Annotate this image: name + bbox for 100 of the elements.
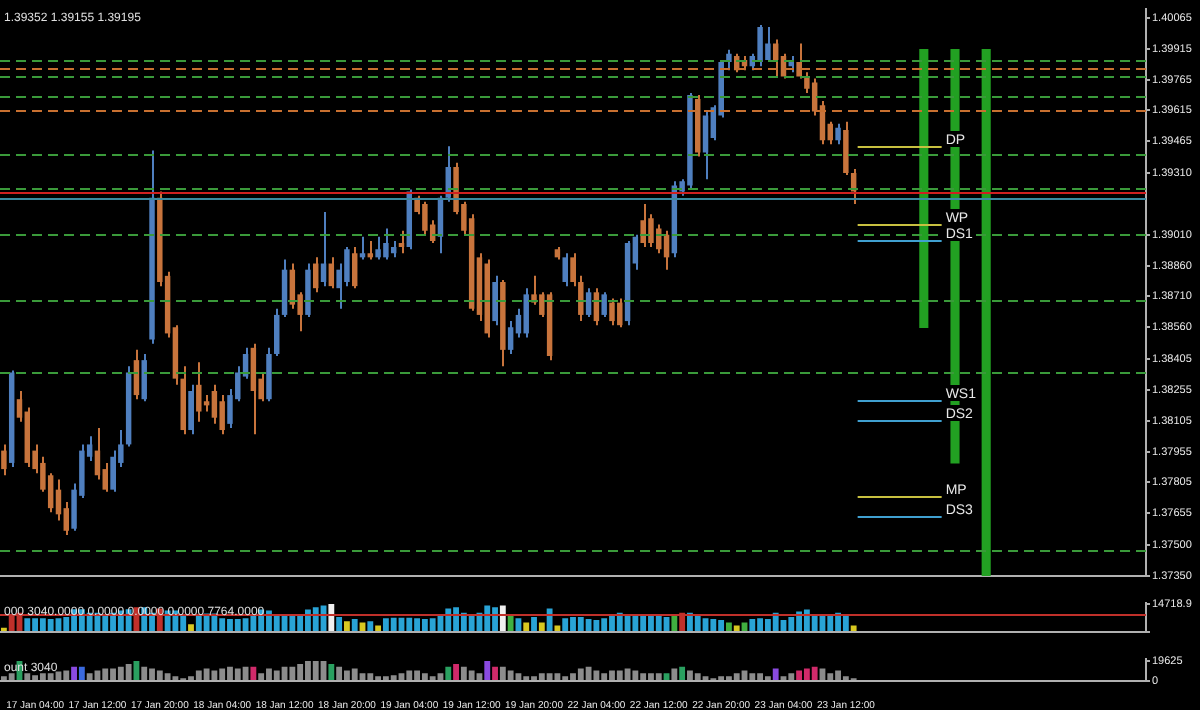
candlestick bbox=[609, 297, 615, 327]
bar bbox=[305, 609, 311, 631]
bar bbox=[546, 608, 553, 631]
bar bbox=[554, 673, 561, 680]
bar bbox=[460, 666, 467, 680]
bar bbox=[640, 615, 647, 631]
candlestick bbox=[422, 200, 428, 236]
bar bbox=[344, 621, 350, 631]
bar bbox=[24, 673, 31, 680]
bar bbox=[8, 673, 15, 680]
bar bbox=[601, 618, 608, 631]
candlestick bbox=[702, 110, 709, 181]
bar bbox=[554, 625, 561, 631]
bar bbox=[468, 670, 475, 680]
bar bbox=[234, 668, 241, 680]
bar bbox=[507, 614, 514, 631]
bar bbox=[414, 670, 421, 680]
bar bbox=[78, 666, 85, 680]
bar bbox=[149, 668, 155, 680]
bar bbox=[492, 666, 498, 680]
bar bbox=[351, 668, 358, 680]
bar bbox=[788, 617, 795, 631]
bar bbox=[195, 615, 202, 631]
bar bbox=[63, 670, 70, 680]
bar bbox=[687, 670, 693, 680]
bar bbox=[289, 614, 296, 631]
candlestick bbox=[601, 291, 607, 318]
bar bbox=[835, 670, 841, 680]
candlestick bbox=[507, 320, 514, 355]
bar bbox=[188, 624, 194, 631]
bar bbox=[484, 661, 491, 680]
bar bbox=[55, 671, 62, 680]
bar bbox=[266, 610, 272, 631]
bar bbox=[344, 670, 350, 680]
candlestick bbox=[250, 342, 257, 436]
bar bbox=[601, 673, 608, 680]
bar bbox=[523, 622, 530, 631]
bar bbox=[538, 673, 545, 680]
candlestick bbox=[562, 252, 568, 288]
bar bbox=[803, 668, 810, 680]
bar bbox=[390, 617, 397, 631]
bar bbox=[788, 673, 795, 680]
bar bbox=[445, 608, 452, 631]
bar bbox=[86, 673, 93, 680]
bar bbox=[110, 668, 116, 680]
bar bbox=[749, 619, 756, 631]
bar bbox=[219, 618, 226, 631]
bar bbox=[694, 615, 701, 631]
bar bbox=[757, 618, 764, 631]
bar bbox=[250, 666, 257, 680]
bar bbox=[102, 668, 109, 680]
bar bbox=[125, 663, 132, 680]
candlestick bbox=[359, 235, 366, 261]
bar bbox=[47, 619, 54, 631]
bar bbox=[398, 673, 405, 680]
bar bbox=[180, 614, 187, 631]
bar bbox=[336, 617, 343, 631]
candlestick bbox=[617, 297, 623, 329]
candlestick bbox=[757, 24, 763, 68]
bar bbox=[258, 673, 265, 680]
bar bbox=[733, 625, 740, 631]
candlestick bbox=[141, 352, 147, 403]
bar bbox=[593, 620, 600, 631]
bar bbox=[336, 666, 343, 680]
bar bbox=[671, 615, 678, 631]
bar bbox=[655, 615, 662, 631]
bar bbox=[616, 670, 623, 680]
candlestick bbox=[188, 383, 194, 436]
bar bbox=[796, 670, 803, 680]
candlestick bbox=[351, 246, 358, 290]
bar bbox=[367, 621, 374, 631]
candlestick bbox=[1, 443, 7, 477]
bar bbox=[289, 666, 296, 680]
bar bbox=[164, 673, 171, 680]
bar bbox=[803, 609, 810, 631]
bar bbox=[24, 618, 31, 631]
bar bbox=[499, 666, 506, 680]
bar bbox=[273, 615, 280, 631]
bar bbox=[585, 666, 592, 680]
bar bbox=[492, 607, 498, 631]
bar bbox=[219, 668, 226, 680]
bar bbox=[718, 620, 725, 631]
bar bbox=[445, 666, 452, 680]
bar bbox=[102, 615, 109, 631]
bar bbox=[733, 673, 740, 680]
bar bbox=[250, 614, 257, 631]
bar bbox=[764, 619, 771, 631]
bar bbox=[538, 622, 545, 631]
bar bbox=[609, 670, 615, 680]
candlestick bbox=[281, 258, 288, 318]
candlestick bbox=[523, 287, 529, 339]
bar bbox=[312, 607, 319, 631]
bar bbox=[726, 622, 732, 631]
bar bbox=[772, 668, 779, 680]
candlestick bbox=[375, 235, 381, 261]
candlestick bbox=[383, 227, 389, 261]
bar bbox=[32, 618, 39, 631]
candlestick bbox=[367, 239, 374, 261]
bar bbox=[273, 670, 280, 680]
bar bbox=[63, 617, 70, 631]
